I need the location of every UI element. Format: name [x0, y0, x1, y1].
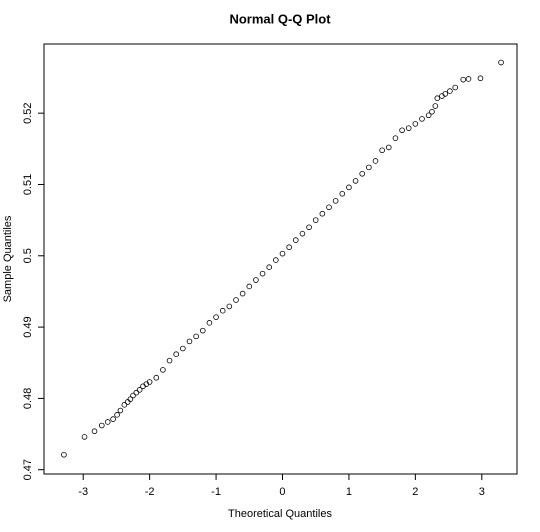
point	[153, 374, 160, 381]
x-tick-label: -3	[78, 486, 88, 498]
point	[372, 158, 379, 164]
point	[121, 402, 128, 408]
point	[133, 389, 140, 396]
point	[233, 297, 239, 303]
point	[160, 367, 166, 373]
x-tick-label: -2	[145, 486, 155, 498]
point	[405, 125, 412, 131]
point	[136, 387, 143, 393]
y-tick-label: 0.5	[22, 248, 34, 263]
point	[259, 270, 266, 277]
point	[279, 250, 286, 257]
point	[385, 144, 392, 151]
point	[98, 422, 105, 429]
point	[432, 103, 439, 109]
point	[359, 170, 366, 177]
point	[379, 147, 385, 154]
point	[306, 224, 312, 231]
point	[104, 419, 111, 425]
point	[81, 434, 88, 440]
point	[292, 237, 299, 243]
point	[447, 88, 453, 94]
point	[326, 204, 332, 211]
point	[498, 59, 504, 66]
point	[352, 178, 359, 184]
y-tick-label: 0.52	[22, 102, 34, 123]
point	[130, 392, 136, 399]
x-tick-label: 1	[346, 486, 352, 498]
point	[253, 277, 259, 283]
y-tick-label: 0.47	[22, 459, 34, 480]
point	[319, 210, 326, 217]
point	[392, 135, 399, 141]
point	[91, 428, 98, 435]
point	[460, 76, 466, 83]
point	[366, 164, 372, 171]
point	[246, 283, 253, 290]
point	[346, 184, 352, 191]
x-tick-label: 3	[479, 486, 485, 498]
point	[273, 257, 279, 263]
point	[399, 127, 405, 134]
point	[199, 327, 206, 334]
x-axis-label: Theoretical Quantiles	[228, 508, 332, 520]
x-tick-label: 0	[279, 486, 285, 498]
point	[419, 116, 425, 122]
point	[266, 264, 273, 271]
point	[166, 357, 173, 364]
point	[180, 345, 186, 352]
point	[477, 75, 484, 82]
point	[226, 303, 233, 310]
plot-frame	[43, 43, 518, 475]
point	[465, 76, 472, 82]
point	[173, 351, 180, 357]
point	[219, 307, 226, 314]
y-axis-label: Sample Quantiles	[2, 215, 14, 302]
point	[117, 407, 124, 414]
point	[213, 314, 219, 320]
point	[429, 108, 435, 115]
point	[127, 396, 134, 402]
point	[339, 190, 346, 197]
point	[193, 333, 199, 340]
point	[146, 379, 153, 385]
point	[186, 338, 193, 345]
point	[110, 416, 116, 422]
point	[206, 320, 213, 326]
point	[442, 91, 449, 97]
point	[299, 230, 306, 237]
point	[425, 112, 432, 119]
point	[124, 399, 131, 405]
point	[412, 121, 419, 127]
y-tick-label: 0.48	[22, 388, 34, 409]
y-tick-label: 0.49	[22, 316, 34, 337]
y-tick-label: 0.51	[22, 174, 34, 195]
point	[114, 412, 120, 418]
point	[286, 244, 292, 251]
point	[332, 198, 339, 204]
x-tick-label: -1	[211, 486, 221, 498]
point	[452, 84, 459, 91]
x-tick-label: 2	[412, 486, 418, 498]
chart-title: Normal Q-Q Plot	[229, 11, 331, 26]
point	[239, 290, 246, 297]
point	[61, 451, 67, 458]
point	[434, 95, 441, 101]
point	[312, 217, 319, 223]
